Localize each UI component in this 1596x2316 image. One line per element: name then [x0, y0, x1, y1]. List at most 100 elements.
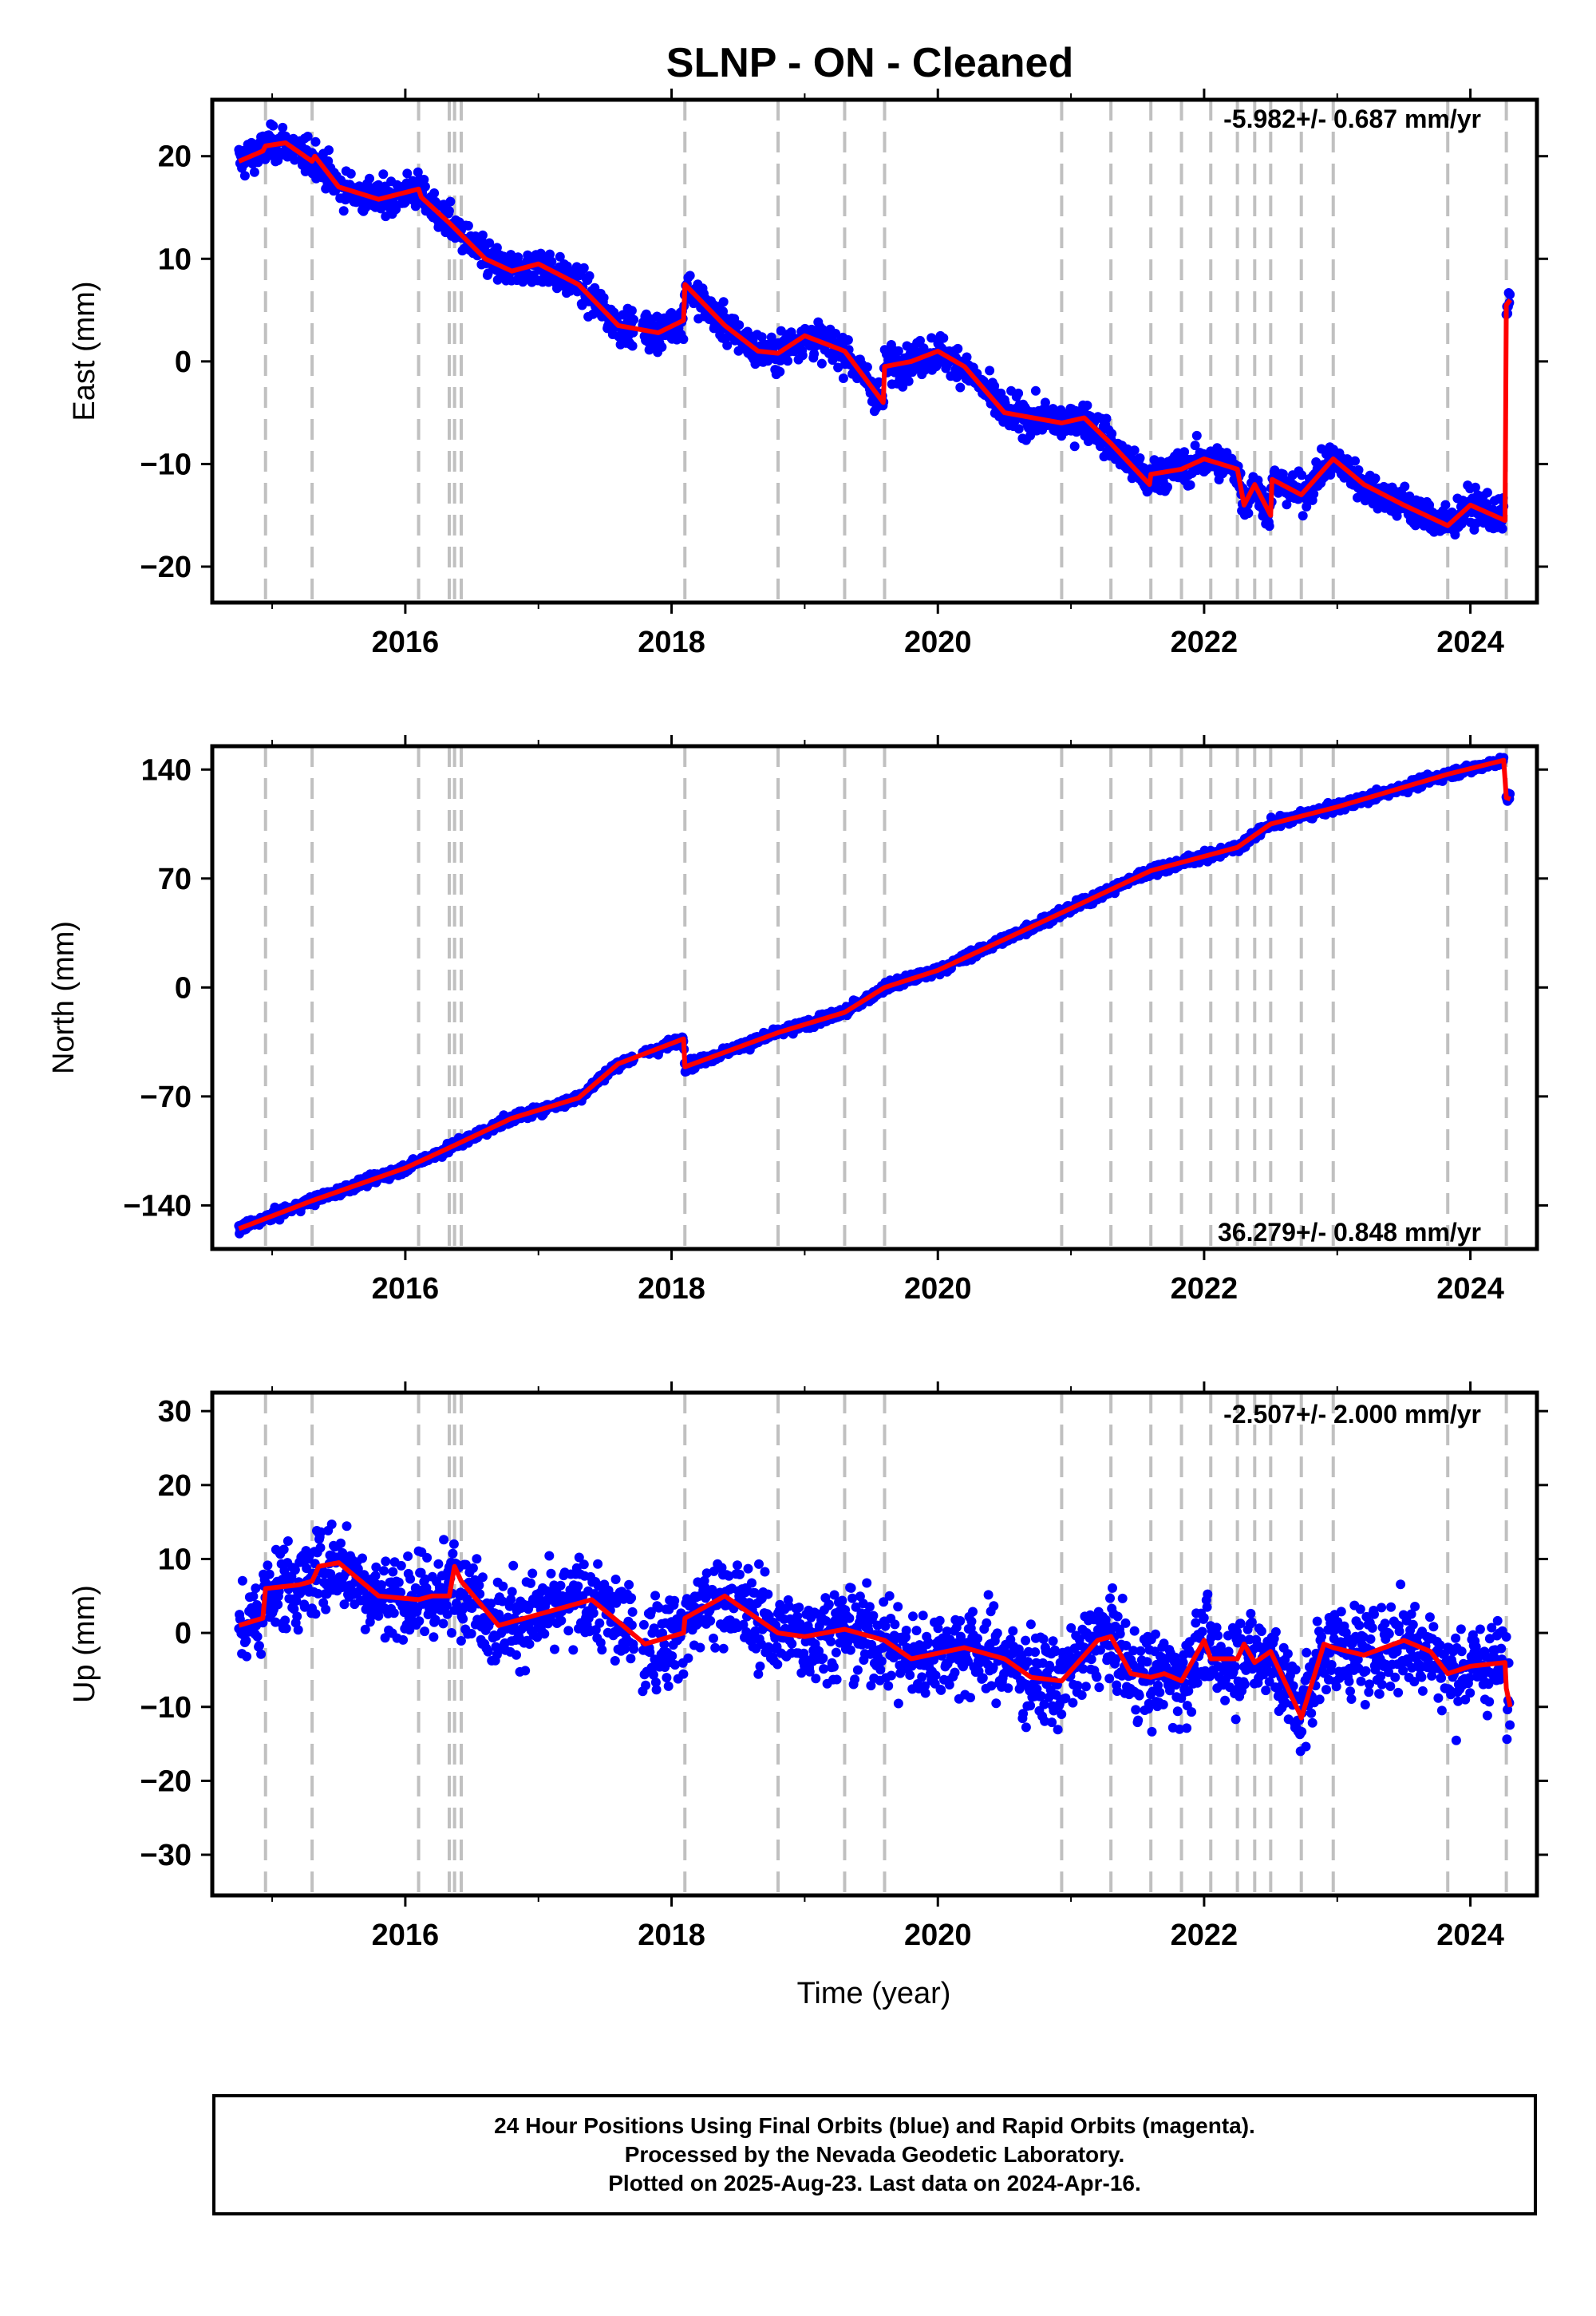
up-data-point: [398, 1634, 409, 1645]
east-data-point: [833, 362, 843, 373]
up-data-point: [342, 1521, 352, 1531]
east-data-point: [1400, 481, 1410, 492]
east-rate-label: -5.982+/- 0.687 mm/yr: [1223, 105, 1481, 133]
north-y-axis-label: North (mm): [47, 921, 81, 1074]
east-data-point: [1302, 501, 1312, 512]
east-data-point: [391, 204, 401, 215]
east-data-point: [483, 268, 493, 279]
up-data-point: [281, 1623, 291, 1634]
east-x-tick-label: 2016: [372, 626, 440, 659]
up-data-point: [593, 1559, 603, 1569]
up-data-point: [544, 1551, 555, 1561]
east-data-point: [402, 168, 413, 179]
up-data-point: [292, 1611, 302, 1622]
up-data-point: [492, 1650, 502, 1660]
north-rate-label: 36.279+/- 0.848 mm/yr: [1218, 1218, 1481, 1247]
east-plot-frame: [210, 97, 1539, 605]
east-data-point: [470, 231, 480, 241]
up-data-point: [468, 1563, 478, 1573]
up-data-point: [556, 1615, 567, 1626]
east-data-point: [1350, 456, 1360, 466]
east-data-point: [1107, 429, 1117, 439]
east-data-point: [757, 332, 767, 342]
up-data-point: [403, 1551, 413, 1561]
up-data-point: [282, 1536, 293, 1546]
east-data-point: [1472, 518, 1482, 528]
east-data-point: [598, 293, 609, 303]
east-data-point: [1135, 453, 1145, 463]
east-y-axis-label: East (mm): [68, 281, 101, 421]
up-data-point: [506, 1595, 516, 1605]
east-data-point: [278, 122, 288, 132]
east-y-tick-label: 10: [158, 243, 192, 276]
north-plot-frame: [210, 744, 1539, 1251]
north-x-tick-label: 2016: [372, 1272, 440, 1306]
up-data-point: [555, 1580, 566, 1591]
east-data-point: [627, 341, 638, 351]
up-data-point: [371, 1562, 381, 1572]
up-data-point: [326, 1520, 337, 1529]
up-data-point: [539, 1629, 550, 1639]
up-data-point: [524, 1639, 535, 1649]
up-data-point: [579, 1559, 589, 1570]
up-data-point: [360, 1624, 370, 1634]
north-y-tick-label: −70: [140, 1081, 192, 1114]
up-data-point: [550, 1644, 559, 1654]
up-data-point: [477, 1572, 488, 1583]
east-data-point: [1264, 521, 1274, 532]
up-data-point: [370, 1571, 381, 1581]
east-data-point: [1440, 500, 1451, 510]
east-data-point: [1101, 413, 1112, 424]
east-data-point: [893, 346, 903, 356]
up-data-point: [358, 1553, 367, 1563]
east-x-tick-label: 2020: [904, 626, 972, 659]
up-data-point: [310, 1609, 321, 1619]
up-data-point: [433, 1559, 444, 1569]
up-data-point: [430, 1614, 440, 1625]
north-y-tick-label: −140: [123, 1189, 192, 1223]
up-data-point: [299, 1602, 310, 1612]
east-data-point: [239, 171, 250, 181]
east-data-point: [734, 320, 745, 330]
up-data-point: [472, 1554, 482, 1564]
east-data-point: [365, 173, 374, 184]
east-data-point: [1450, 530, 1460, 539]
east-data-point: [1191, 430, 1202, 441]
up-data-point: [252, 1631, 263, 1642]
up-data-point: [526, 1578, 535, 1588]
chart-title: SLNP - ON - Cleaned: [666, 40, 1073, 86]
east-data-point: [310, 136, 321, 147]
up-data-point: [254, 1641, 264, 1651]
up-data-point: [442, 1609, 452, 1619]
up-data-point: [290, 1565, 300, 1575]
east-data-point: [1282, 500, 1292, 510]
up-data-point: [527, 1568, 538, 1579]
up-data-point: [456, 1636, 466, 1646]
up-data-point: [448, 1539, 459, 1549]
east-data-point: [1129, 445, 1140, 456]
east-data-point: [253, 157, 263, 168]
east-data-point: [629, 314, 639, 325]
up-data-point: [486, 1599, 496, 1609]
up-data-point: [293, 1625, 303, 1635]
east-data-point: [463, 220, 473, 231]
east-data-point: [962, 352, 972, 362]
east-data-point: [953, 343, 963, 354]
east-y-tick-label: 20: [158, 140, 192, 174]
east-data-point: [579, 263, 589, 273]
east-data-point: [429, 188, 440, 198]
east-data-point: [1040, 397, 1050, 408]
east-data-point: [268, 121, 279, 131]
east-data-point: [477, 230, 488, 240]
east-data-point: [1179, 447, 1190, 457]
east-data-point: [545, 249, 555, 259]
north-y-tick-label: 0: [175, 971, 192, 1005]
east-data-point: [1082, 401, 1092, 410]
east-data-point: [1013, 388, 1024, 398]
up-data-point: [498, 1581, 508, 1591]
east-data-point: [378, 169, 389, 180]
